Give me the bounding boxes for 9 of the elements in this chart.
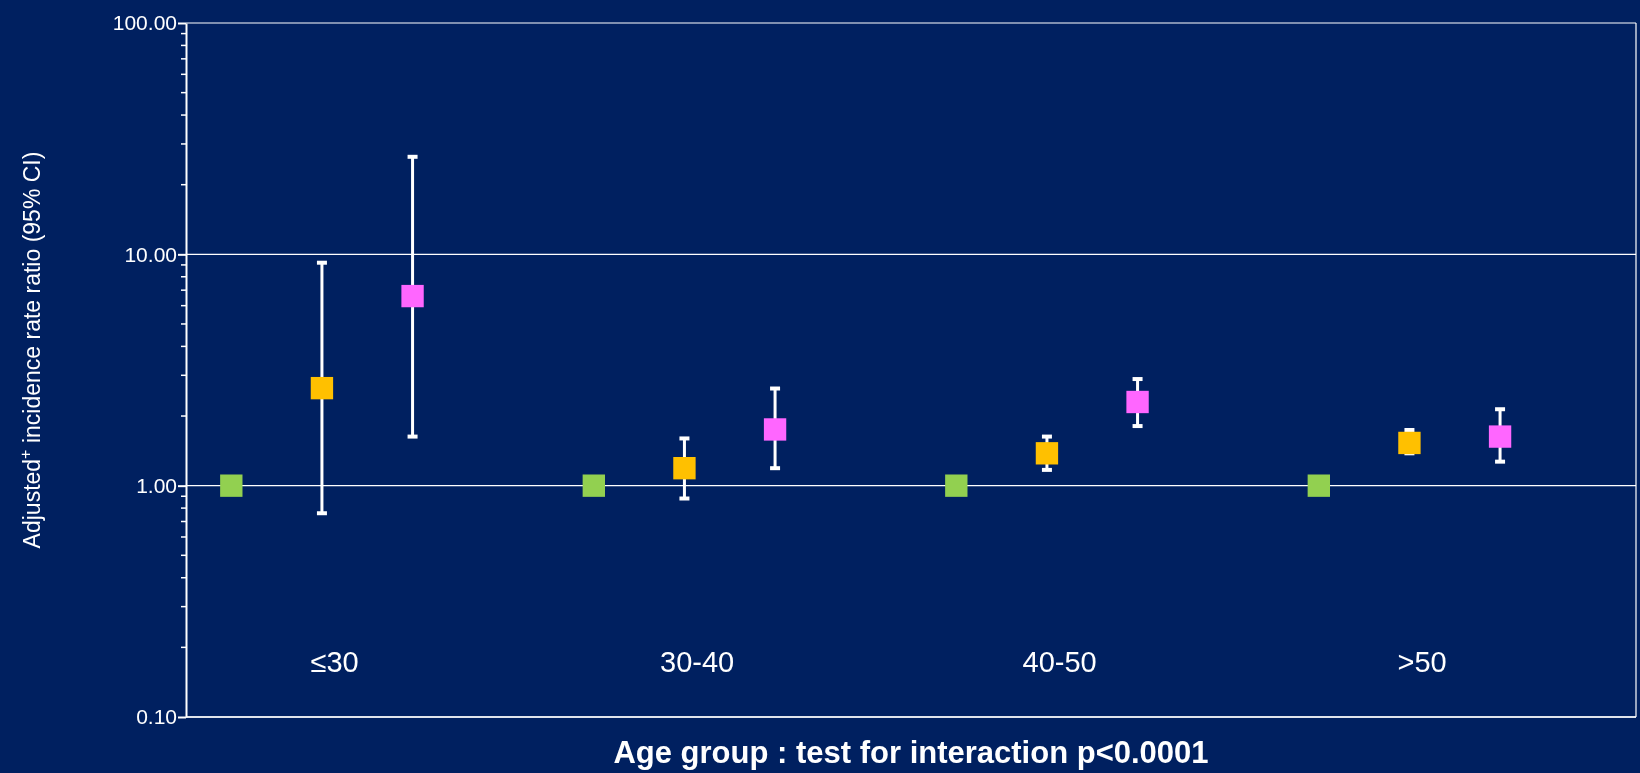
x-tick-label: ≤30 [310, 646, 359, 678]
x-tick-label: >50 [1397, 646, 1447, 678]
x-tick-label: 30-40 [660, 646, 735, 678]
x-axis-title: Age group : test for interaction p<0.0001 [613, 735, 1209, 770]
y-tick-label: 1.00 [136, 473, 177, 497]
y-tick-label: 0.10 [136, 705, 177, 729]
y-tick-label: 10.00 [124, 242, 177, 266]
y-tick-label: 100.00 [112, 11, 177, 35]
x-tick-label: 40-50 [1022, 646, 1097, 678]
